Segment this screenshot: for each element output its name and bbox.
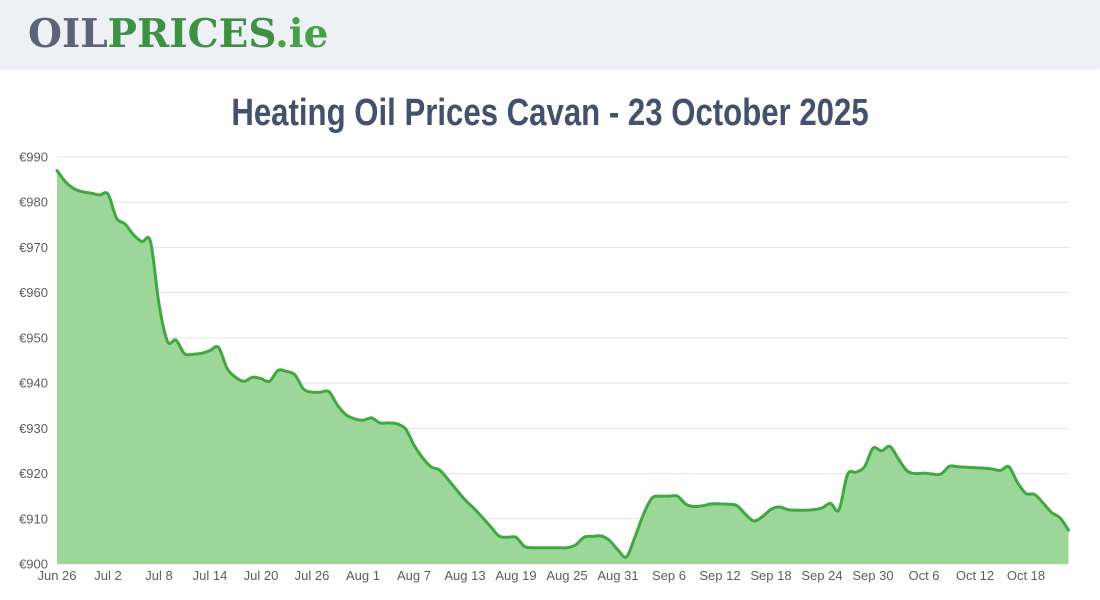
- x-axis-label-Oct-6: Oct 6: [908, 568, 939, 583]
- site-logo[interactable]: OILPRICES.ie: [28, 15, 328, 54]
- x-axis-label-Oct-12: Oct 12: [956, 568, 994, 583]
- y-axis-label-960: €960: [19, 285, 48, 300]
- y-axis-label-970: €970: [19, 240, 48, 255]
- price-line: [55, 169, 1070, 559]
- x-axis-label-Jul-8: Jul 8: [145, 568, 172, 583]
- x-axis-label-Oct-18: Oct 18: [1007, 568, 1045, 583]
- x-axis-label-Sep-30: Sep 30: [852, 568, 893, 583]
- x-axis-label-Sep-6: Sep 6: [652, 568, 686, 583]
- x-axis-label-Aug-13: Aug 13: [444, 568, 485, 583]
- x-axis-label-Jul-26: Jul 26: [295, 568, 330, 583]
- x-axis-label-Sep-12: Sep 12: [699, 568, 740, 583]
- y-axis-label-900: €900: [19, 557, 48, 572]
- logo-oil-text: OIL: [28, 11, 108, 57]
- x-axis-label-Aug-19: Aug 19: [495, 568, 536, 583]
- logo-ie-text: .ie: [275, 11, 329, 57]
- y-axis-label-990: €990: [19, 150, 48, 165]
- x-axis-label-Aug-31: Aug 31: [597, 568, 638, 583]
- x-axis-label-Jul-14: Jul 14: [193, 568, 228, 583]
- y-axis-label-950: €950: [19, 330, 48, 345]
- y-axis-label-940: €940: [19, 376, 48, 391]
- site-header: OILPRICES.ie: [0, 0, 1100, 69]
- x-axis-label-Sep-24: Sep 24: [801, 568, 842, 583]
- y-axis-label-920: €920: [19, 466, 48, 481]
- x-axis-label-Aug-7: Aug 7: [397, 568, 431, 583]
- area-series-fill: [57, 170, 1069, 564]
- x-axis-label-Jul-20: Jul 20: [244, 568, 279, 583]
- y-axis-label-910: €910: [19, 511, 48, 526]
- page-title: Heating Oil Prices Cavan - 23 October 20…: [231, 92, 869, 134]
- y-axis-label-930: €930: [19, 421, 48, 436]
- logo-prices-text: PRICES: [107, 11, 276, 57]
- x-axis-label-Aug-1: Aug 1: [346, 568, 380, 583]
- y-axis-label-980: €980: [19, 195, 48, 210]
- x-axis-label-Jun-26: Jun 26: [37, 568, 76, 583]
- x-axis-label-Aug-25: Aug 25: [546, 568, 587, 583]
- x-axis-label-Jul-2: Jul 2: [94, 568, 121, 583]
- x-axis-label-Sep-18: Sep 18: [750, 568, 791, 583]
